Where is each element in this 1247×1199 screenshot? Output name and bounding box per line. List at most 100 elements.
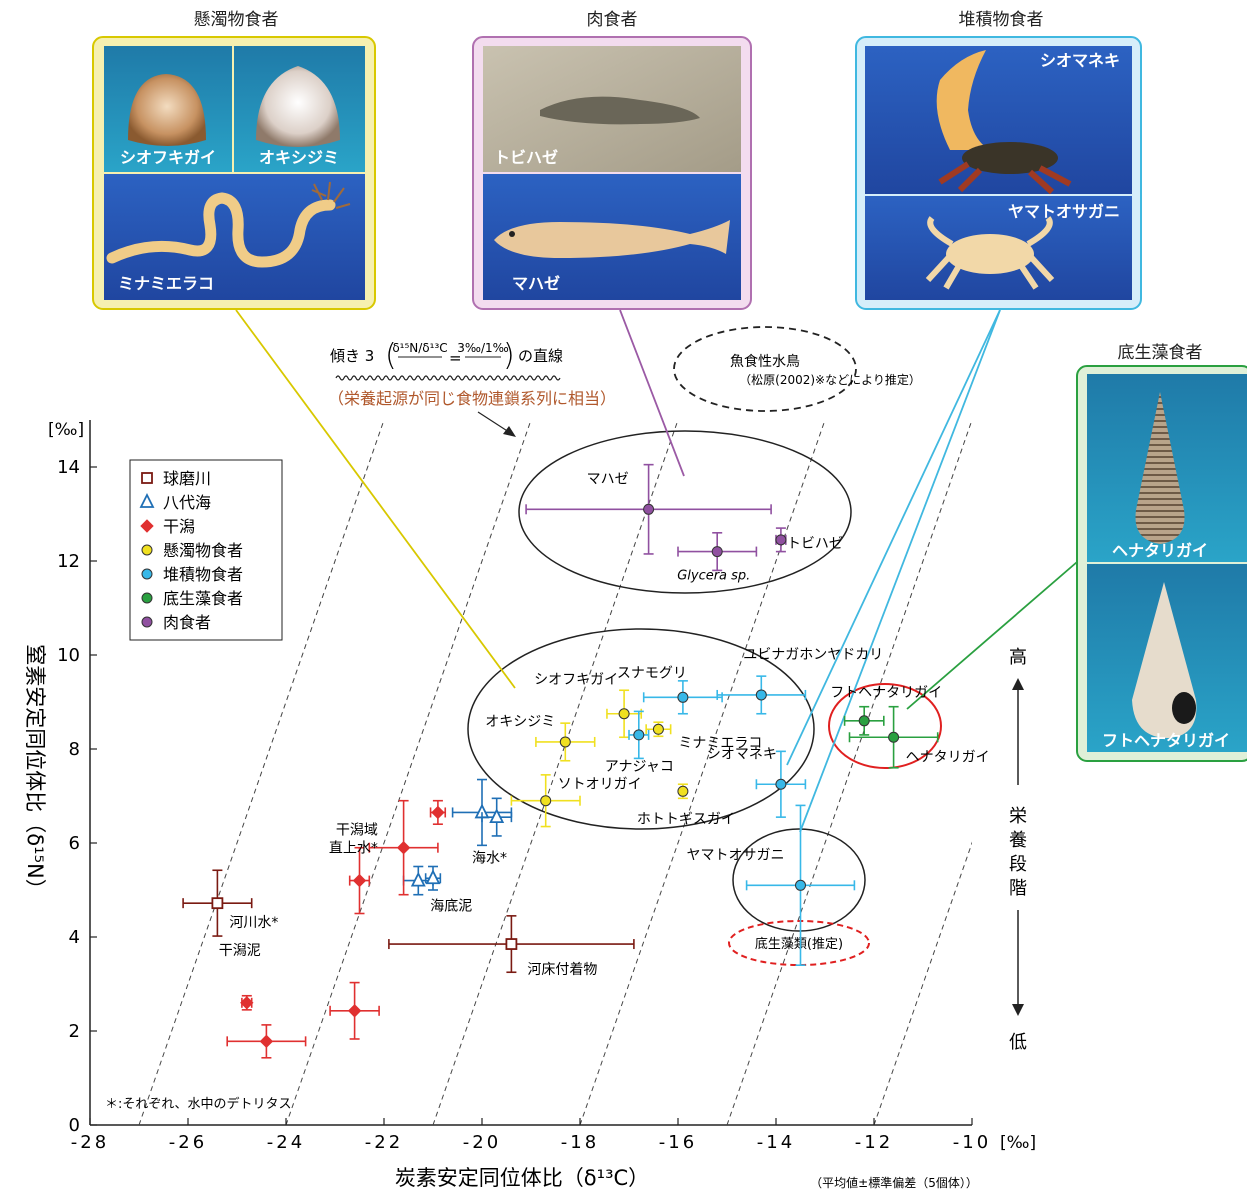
benthic-algae-ellipse <box>728 920 870 966</box>
algae-connector-line <box>906 561 1078 710</box>
data-point <box>618 708 630 720</box>
point-label: ヘナタリガイ <box>906 749 990 765</box>
trophic-label-3: 段 <box>1009 854 1027 875</box>
y-tick-label: 8 <box>69 739 80 760</box>
data-point <box>240 996 254 1010</box>
legend-marker <box>141 544 153 556</box>
legend-marker <box>139 492 155 508</box>
legend-box <box>129 459 283 641</box>
x-tick-label: -28 <box>71 1132 109 1153</box>
data-point <box>677 785 689 797</box>
goby-icon <box>494 220 730 258</box>
slope-equals: = <box>449 349 462 367</box>
point-label: 海底泥 <box>430 899 472 915</box>
deposit-connector-line-1 <box>786 309 1001 766</box>
plot-area: -28 -26 -24 -22 -20 -18 -16 -14 -12 -10 0 2 4 6 8 10 12 1… <box>23 309 1078 1190</box>
legend-label: 堆積物食者 <box>163 565 243 584</box>
point-label: フトヘナタリガイ <box>830 685 942 701</box>
point-label: シオマネキ <box>707 746 777 762</box>
panel-title: 堆積物食者 <box>959 10 1044 30</box>
bird-note: （松原(2002)※などにより推定） <box>739 372 921 387</box>
suspension-feeder-panel: 懸濁物食者 シオフキガイ オキシジミ ミナミエラコ <box>92 10 376 310</box>
y-tick-label: 6 <box>69 833 80 854</box>
x-tick-label: -26 <box>169 1132 207 1153</box>
data-point <box>643 503 655 515</box>
data-point <box>888 731 900 743</box>
photo-label: トビハゼ <box>494 148 558 167</box>
point-label: シオフキガイ <box>534 672 618 688</box>
data-point <box>211 897 224 910</box>
slope-guide-line <box>285 420 532 1125</box>
y-tick-label: 10 <box>57 645 80 666</box>
arrow-down-icon <box>1012 1004 1024 1016</box>
point-label: ミナミエラコ <box>678 735 762 751</box>
deposit-connector-line-2 <box>799 309 1001 833</box>
point-label: 干潟泥 <box>219 943 261 959</box>
y-tick-label: 4 <box>69 927 80 948</box>
slope-guide-line <box>726 420 972 1125</box>
arrow-icon <box>503 426 516 437</box>
x-axis-unit: [‰] <box>1000 1133 1036 1153</box>
data-point <box>633 729 645 741</box>
x-tick-label: -20 <box>463 1132 501 1153</box>
data-point <box>775 534 787 546</box>
x-tick-label: -18 <box>561 1132 599 1153</box>
photo-label: ミナミエラコ <box>118 274 214 293</box>
x-tick-label: -10 <box>953 1132 991 1153</box>
legend-marker <box>141 472 153 484</box>
snail-aperture-icon <box>1172 692 1196 724</box>
fiddler-crab-claw-icon <box>936 50 990 150</box>
y-tick-label: 12 <box>57 551 80 572</box>
slope-guide-line <box>138 420 385 1125</box>
point-label: 海水* <box>472 850 507 866</box>
x-tick-label: -16 <box>659 1132 697 1153</box>
goby-eye-icon <box>509 231 515 237</box>
worm-icon <box>106 192 336 268</box>
x-tick-label: -24 <box>267 1132 305 1153</box>
slope-paren-right: ) <box>503 338 515 373</box>
y-tick-label: 2 <box>69 1021 80 1042</box>
data-point <box>352 873 367 888</box>
photo-label: シオマネキ <box>1040 51 1120 70</box>
wavy-underline <box>335 375 561 381</box>
data-point <box>795 879 806 891</box>
data-point <box>396 840 411 855</box>
photo-label: フトヘナタリガイ <box>1102 731 1230 750</box>
panel-title: 懸濁物食者 <box>194 10 279 30</box>
legend-label: 底生藻食者 <box>163 589 243 608</box>
fiddler-crab-icon <box>962 142 1058 174</box>
detritus-note: ＊:それぞれ、水中のデトリタス <box>105 1096 292 1112</box>
carnivore-group-ellipse <box>518 430 852 594</box>
point-label: トビハゼ <box>787 536 843 552</box>
trophic-label-2: 養 <box>1009 830 1027 851</box>
legend-label: 球磨川 <box>163 469 211 488</box>
slope-paren-left: ( <box>385 338 397 373</box>
legend-label: 八代海 <box>163 493 211 512</box>
mudskipper-icon <box>540 96 700 125</box>
y-axis-unit: [‰] <box>48 420 84 440</box>
legend-marker <box>140 519 154 533</box>
x-tick-label: -22 <box>365 1132 403 1153</box>
data-point <box>755 689 767 701</box>
data-point <box>425 869 441 885</box>
legend-label: 干潟 <box>163 517 195 536</box>
x-tick-label: -14 <box>757 1132 795 1153</box>
trophic-high-label: 高 <box>1009 647 1027 668</box>
x-axis-label: 炭素安定同位体比（δ¹³C） <box>395 1166 649 1190</box>
data-point <box>540 795 552 807</box>
slope-formula-rhs: 3‰/1‰ <box>457 341 509 355</box>
deposit-feeder-panel: 堆積物食者 シオマネキ ヤマトオサガニ <box>855 10 1142 310</box>
data-point <box>677 691 689 703</box>
bird-title: 魚食性水鳥 <box>730 353 800 370</box>
clam-icon <box>128 74 206 146</box>
arrow-up-icon <box>1012 678 1024 690</box>
data-point <box>652 723 664 735</box>
panel-title: 肉食者 <box>587 10 638 30</box>
data-point <box>775 778 787 790</box>
clam-icon <box>256 66 340 147</box>
data-point <box>559 736 571 748</box>
data-point <box>347 1004 362 1018</box>
algae-grazer-group-ellipse <box>828 683 942 769</box>
legend-marker <box>141 616 153 628</box>
